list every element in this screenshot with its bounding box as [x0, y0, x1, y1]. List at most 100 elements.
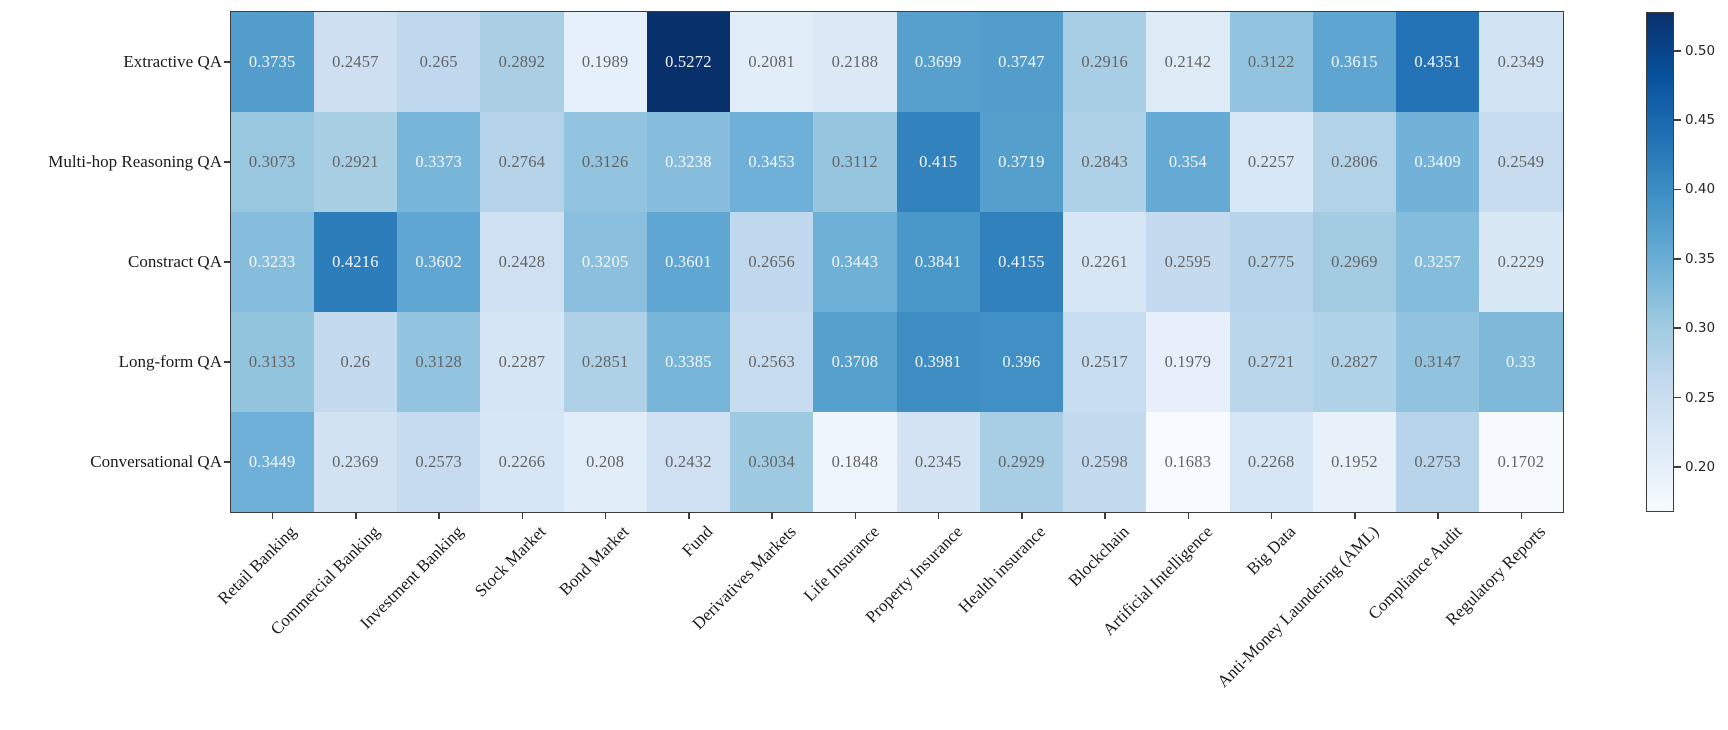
cell-value: 0.2598 — [1081, 451, 1128, 471]
cell-value: 0.2349 — [1497, 51, 1545, 71]
heatmap-plot-area: 0.3735 0.2457 0.265 0.2892 0.1989 0.5272 0.208… — [229, 10, 1564, 513]
cell-value: 0.3449 — [248, 451, 296, 471]
heatmap-cell: 0.2969 — [1312, 211, 1396, 312]
x-tick-mark — [1354, 512, 1356, 519]
heatmap-cell: 0.3453 — [730, 111, 814, 212]
x-tick-mark — [438, 512, 440, 519]
heatmap-cell: 0.208 — [563, 411, 647, 512]
cell-value: 0.2345 — [914, 451, 962, 471]
cell-value: 0.2721 — [1247, 351, 1295, 371]
colorbar-tick-label: 0.35 — [1685, 250, 1716, 267]
cell-value: 0.2827 — [1331, 351, 1378, 371]
heatmap-cell: 0.3443 — [813, 211, 897, 312]
x-tick-mark — [1270, 512, 1273, 519]
heatmap-cell: 0.3719 — [979, 111, 1063, 212]
heatmap-cell: 0.3233 — [230, 211, 314, 312]
heatmap-cell: 0.2229 — [1479, 211, 1563, 312]
heatmap-cell: 0.2573 — [397, 411, 481, 512]
heatmap-cell: 0.2595 — [1146, 211, 1230, 312]
x-tick-label: Life Insurance — [799, 522, 883, 606]
colorbar-tick-label: 0.20 — [1685, 459, 1716, 475]
heatmap-cell: 0.3112 — [813, 111, 897, 212]
colorbar-tick-mark — [1674, 396, 1681, 399]
cell-value: 0.2549 — [1497, 151, 1545, 171]
heatmap-cell: 0.2753 — [1396, 411, 1480, 512]
heatmap-cell: 0.3841 — [896, 211, 980, 312]
heatmap-cell: 0.3385 — [646, 311, 730, 412]
heatmap-cell: 0.3373 — [397, 111, 481, 212]
colorbar-tick-mark — [1674, 119, 1681, 121]
y-tick-mark — [224, 161, 231, 163]
cell-value: 0.208 — [586, 451, 625, 471]
cell-value: 0.2266 — [498, 451, 546, 471]
cell-value: 0.3385 — [665, 351, 712, 371]
heatmap-cell: 0.2369 — [313, 411, 397, 512]
cell-value: 0.4155 — [998, 251, 1045, 271]
cell-value: 0.3453 — [748, 151, 795, 171]
x-tick-label: Anti-Money Laundering (AML) — [1213, 522, 1383, 692]
cell-value: 0.3699 — [914, 51, 962, 71]
x-tick-mark — [937, 512, 940, 519]
y-tick-label: Multi-hop Reasoning QA — [48, 152, 222, 171]
heatmap-cell: 0.3122 — [1229, 11, 1313, 112]
x-tick-mark — [1021, 512, 1023, 519]
x-tick-label: Blockchain — [1064, 522, 1133, 591]
cell-value: 0.33 — [1506, 351, 1536, 371]
colorbar-tick-mark — [1674, 327, 1681, 330]
cell-value: 0.2921 — [332, 151, 379, 171]
heatmap-cell: 0.2266 — [480, 411, 564, 512]
x-tick-mark — [688, 512, 690, 519]
cell-value: 0.2656 — [748, 251, 795, 271]
cell-value: 0.2892 — [498, 51, 546, 71]
x-tick-mark — [1104, 512, 1106, 519]
colorbar-tick-mark — [1674, 258, 1681, 260]
heatmap-cell: 0.2287 — [480, 311, 564, 412]
cell-value: 0.2369 — [332, 451, 379, 471]
x-tick-mark — [355, 512, 357, 519]
heatmap-cell: 0.2428 — [480, 211, 564, 312]
cell-value: 0.3233 — [248, 251, 296, 271]
cell-value: 0.3841 — [914, 251, 962, 271]
heatmap-cell: 0.2851 — [563, 311, 647, 412]
y-tick-mark — [224, 361, 231, 363]
heatmap-cell: 0.354 — [1146, 111, 1230, 212]
colorbar-tick-label: 0.30 — [1685, 320, 1716, 337]
cell-value: 0.415 — [919, 151, 958, 171]
cell-value: 0.2428 — [498, 251, 546, 271]
cell-value: 0.3126 — [581, 151, 629, 171]
heatmap-cell: 0.3601 — [646, 211, 730, 312]
heatmap-cell: 0.4216 — [313, 211, 397, 312]
cell-value: 0.3373 — [415, 151, 462, 171]
y-tick-label: Extractive QA — [123, 52, 222, 71]
heatmap-cell: 0.3238 — [646, 111, 730, 212]
y-tick-mark — [224, 261, 231, 263]
cell-value: 0.2261 — [1081, 251, 1128, 271]
cell-value: 0.2432 — [665, 451, 712, 471]
cell-value: 0.2595 — [1164, 251, 1212, 271]
heatmap-cell: 0.3126 — [563, 111, 647, 212]
heatmap-cell: 0.2517 — [1063, 311, 1147, 412]
x-tick-label: Health insurance — [954, 522, 1050, 617]
cell-value: 0.2563 — [748, 351, 795, 371]
cell-value: 0.3615 — [1331, 51, 1378, 71]
x-tick-label: Bond Market — [555, 522, 634, 600]
cell-value: 0.2188 — [831, 51, 879, 71]
y-tick-mark — [224, 61, 231, 63]
colorbar-tick-label: 0.50 — [1685, 42, 1716, 59]
heatmap-cell: 0.2188 — [813, 11, 897, 112]
cell-value: 0.3601 — [665, 251, 712, 271]
cell-value: 0.2753 — [1414, 451, 1461, 471]
cell-value: 0.3205 — [581, 251, 629, 271]
heatmap-cell: 0.33 — [1479, 311, 1563, 412]
heatmap-cell: 0.3708 — [813, 311, 897, 412]
x-tick-label: Stock Market — [471, 522, 550, 601]
cell-value: 0.396 — [1002, 351, 1041, 371]
cell-value: 0.2142 — [1164, 51, 1212, 71]
colorbar-tick-label: 0.25 — [1685, 389, 1716, 406]
heatmap-cell: 0.2257 — [1229, 111, 1313, 212]
x-tick-mark — [1437, 512, 1439, 519]
cell-value: 0.3034 — [748, 451, 795, 471]
cell-value: 0.1979 — [1164, 351, 1212, 371]
cell-value: 0.1989 — [581, 51, 629, 71]
cell-value: 0.26 — [340, 351, 371, 371]
